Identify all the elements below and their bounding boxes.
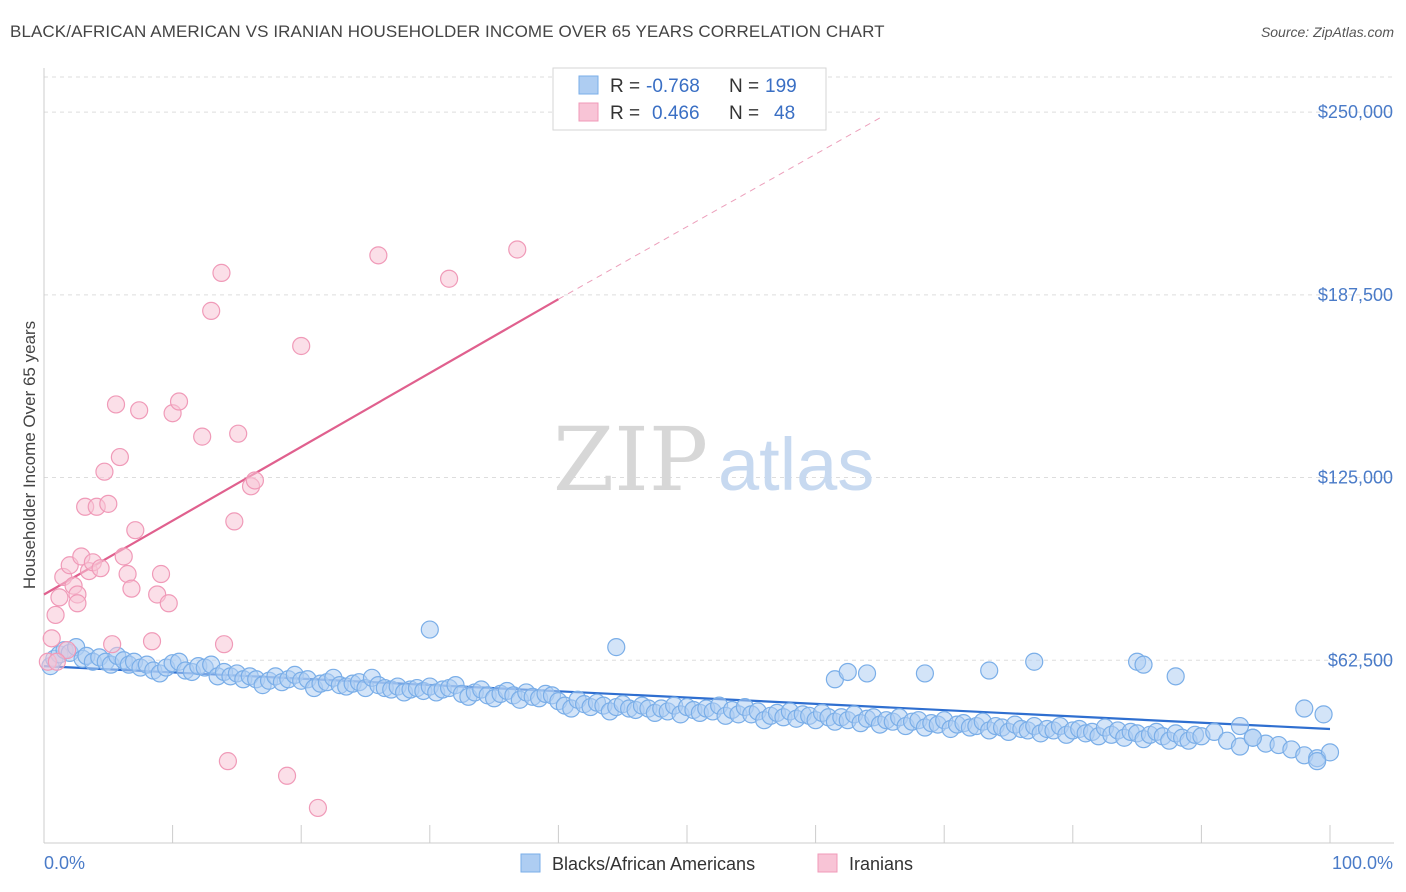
legend-n-label-2: N =	[729, 103, 759, 124]
watermark-atlas: atlas	[718, 423, 874, 506]
y-tick-labels: $62,500 $125,000 $187,500 $250,000	[1318, 102, 1393, 670]
point-blacks	[1205, 722, 1224, 742]
point-iranians	[212, 263, 231, 282]
point-iranians	[193, 427, 212, 446]
axes	[43, 68, 1394, 844]
point-iranians	[50, 588, 69, 607]
point-iranians	[58, 640, 77, 660]
point-blacks	[420, 620, 439, 639]
x-tick-label-min: 0.0%	[44, 853, 85, 873]
bottom-legend-swatch-blacks	[520, 853, 541, 873]
point-iranians	[122, 579, 141, 598]
point-iranians	[42, 629, 61, 648]
point-iranians	[114, 547, 133, 566]
legend-r-value-1: -0.768	[646, 76, 700, 97]
point-iranians	[218, 752, 237, 771]
point-iranians	[110, 447, 129, 467]
y-tick-label: $125,000	[1318, 468, 1393, 488]
legend-n-label-1: N =	[729, 76, 759, 97]
point-iranians	[68, 594, 87, 613]
legend-r-value-2: 0.466	[652, 103, 700, 124]
point-blacks	[915, 664, 935, 683]
point-blacks	[1243, 728, 1262, 747]
point-iranians	[103, 635, 122, 654]
point-iranians	[229, 424, 248, 443]
point-iranians	[106, 395, 126, 414]
bottom-legend: Blacks/African Americans Iranians	[520, 853, 913, 874]
point-iranians	[126, 521, 145, 540]
stats-legend: R = -0.768 N = 199 R = 0.466 N = 48	[552, 67, 827, 131]
point-blacks	[980, 661, 999, 680]
watermark: ZIP atlas	[553, 408, 874, 511]
point-iranians	[508, 240, 527, 259]
point-iranians	[130, 401, 149, 420]
legend-swatch-blacks	[578, 75, 599, 95]
bottom-legend-label-blacks: Blacks/African Americans	[552, 854, 755, 874]
point-iranians	[151, 564, 171, 584]
point-blacks	[1308, 752, 1327, 771]
grid-lines	[44, 76, 1394, 661]
point-iranians	[169, 392, 189, 411]
point-iranians	[99, 494, 118, 513]
legend-swatch-iranians	[578, 102, 599, 122]
series-blacks-points	[41, 620, 1340, 771]
point-iranians	[91, 559, 110, 578]
point-iranians	[47, 652, 66, 671]
legend-r-label-2: R =	[610, 103, 640, 124]
point-blacks	[1295, 699, 1314, 718]
point-iranians	[159, 594, 178, 613]
point-blacks	[607, 638, 626, 657]
point-iranians	[277, 766, 297, 785]
watermark-zip: ZIP	[553, 408, 708, 511]
x-tick-label-max: 100.0%	[1332, 853, 1393, 873]
point-iranians	[214, 635, 234, 654]
legend-r-label-1: R =	[610, 76, 640, 97]
y-tick-label: $187,500	[1318, 285, 1393, 305]
point-iranians	[95, 462, 114, 481]
legend-n-value-1: 199	[765, 76, 797, 97]
point-iranians	[225, 512, 244, 531]
y-axis-label: Householder Income Over 65 years	[20, 321, 39, 589]
trend-line-iranians-extension	[558, 117, 881, 300]
series-iranians-points	[38, 240, 527, 818]
point-iranians	[245, 471, 265, 490]
point-blacks	[1134, 655, 1153, 674]
point-iranians	[369, 246, 388, 265]
point-iranians	[202, 301, 221, 320]
chart-title: BLACK/AFRICAN AMERICAN VS IRANIAN HOUSEH…	[10, 22, 885, 41]
point-blacks	[1314, 705, 1333, 724]
point-iranians	[308, 798, 328, 818]
point-blacks	[1025, 652, 1044, 671]
bottom-legend-swatch-iranians	[817, 853, 838, 873]
point-blacks	[1320, 743, 1340, 762]
point-blacks	[1230, 737, 1250, 756]
point-blacks	[1230, 716, 1250, 736]
point-iranians	[142, 632, 162, 651]
bottom-legend-label-iranians: Iranians	[849, 854, 913, 874]
point-blacks	[1166, 667, 1185, 686]
y-tick-label: $62,500	[1328, 650, 1393, 670]
legend-n-value-2: 48	[774, 103, 795, 124]
point-blacks	[838, 662, 857, 682]
trend-line-iranians	[43, 298, 559, 596]
point-blacks	[857, 664, 877, 683]
source-label: Source: ZipAtlas.com	[1260, 24, 1394, 40]
y-tick-label: $250,000	[1318, 102, 1393, 122]
point-iranians	[292, 336, 311, 356]
point-iranians	[46, 605, 65, 625]
point-iranians	[439, 269, 459, 288]
